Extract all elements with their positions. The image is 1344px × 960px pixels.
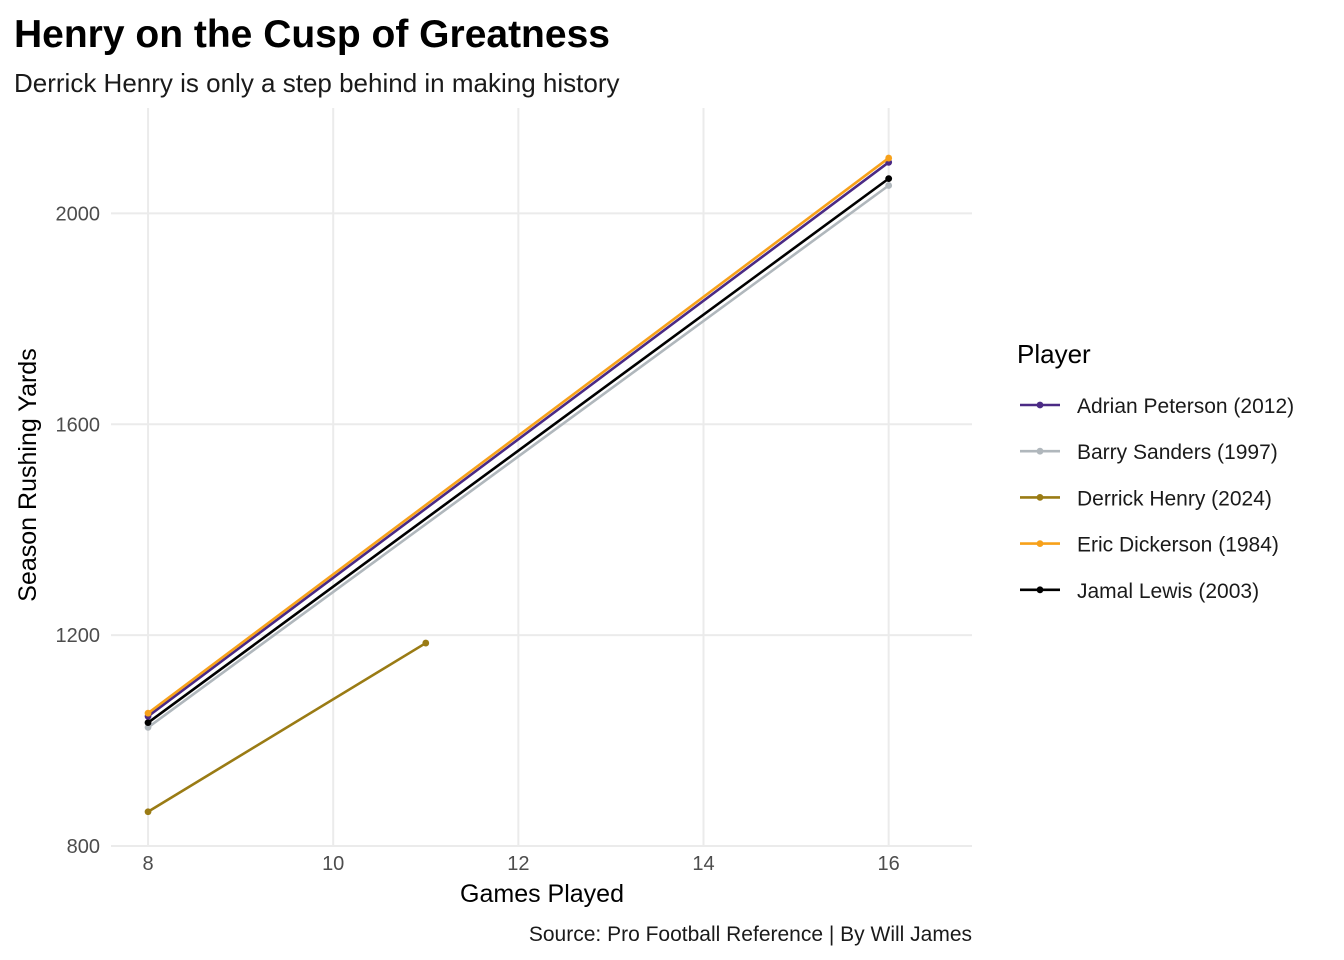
data-point	[422, 639, 430, 647]
legend-item: Barry Sanders (1997)	[1020, 441, 1278, 464]
data-point	[885, 175, 893, 183]
data-point	[144, 723, 152, 731]
series-barry-sanders-1997	[144, 182, 893, 731]
legend-key-point	[1036, 586, 1044, 594]
series-line	[147, 161, 890, 718]
legend-label: Adrian Peterson (2012)	[1077, 395, 1294, 418]
y-tick-label: 1600	[56, 414, 101, 436]
chart-subtitle: Derrick Henry is only a step behind in m…	[14, 68, 619, 98]
y-tick-label: 800	[67, 836, 100, 858]
legend-label: Barry Sanders (1997)	[1077, 441, 1278, 464]
data-point	[885, 154, 893, 162]
legend-item: Jamal Lewis (2003)	[1020, 580, 1259, 603]
series-line	[147, 184, 890, 729]
series-line	[147, 177, 890, 724]
legend-item: Eric Dickerson (1984)	[1020, 534, 1279, 557]
series-jamal-lewis-2003	[144, 175, 893, 727]
legend: Player Adrian Peterson (2012) Barry Sande…	[1017, 339, 1294, 603]
y-axis-ticks: 800 1200 1600 2000	[56, 203, 101, 858]
legend-item: Adrian Peterson (2012)	[1020, 395, 1294, 418]
series-line	[147, 157, 890, 715]
x-axis-ticks: 8 10 12 14 16	[142, 853, 899, 875]
x-tick-label: 12	[507, 853, 529, 875]
legend-key-point	[1036, 540, 1044, 547]
series-line	[147, 641, 427, 813]
data-point	[144, 808, 152, 816]
x-tick-label: 16	[878, 853, 900, 875]
legend-label: Jamal Lewis (2003)	[1077, 580, 1259, 603]
y-axis-title: Season Rushing Yards	[14, 348, 42, 601]
data-point	[885, 182, 893, 189]
legend-label: Derrick Henry (2024)	[1077, 487, 1272, 510]
y-tick-label: 1200	[56, 625, 101, 647]
series-eric-dickerson-1984	[144, 154, 893, 717]
data-point	[144, 709, 152, 717]
series-derrick-henry-2024	[144, 639, 430, 816]
legend-title: Player	[1017, 339, 1091, 369]
data-point	[144, 719, 152, 727]
legend-item: Derrick Henry (2024)	[1020, 487, 1272, 510]
legend-key-point	[1036, 447, 1044, 455]
legend-key-point	[1036, 494, 1044, 501]
legend-label: Eric Dickerson (1984)	[1077, 534, 1279, 557]
x-tick-label: 10	[322, 853, 344, 875]
y-tick-label: 2000	[56, 203, 101, 225]
x-axis-title: Games Played	[460, 880, 624, 908]
legend-key-point	[1036, 401, 1044, 409]
x-tick-label: 14	[692, 853, 714, 875]
chart-caption: Source: Pro Football Reference | By Will…	[529, 923, 972, 946]
x-tick-label: 8	[142, 853, 153, 875]
series-lines	[144, 154, 893, 816]
chart-title: Henry on the Cusp of Greatness	[14, 13, 610, 56]
